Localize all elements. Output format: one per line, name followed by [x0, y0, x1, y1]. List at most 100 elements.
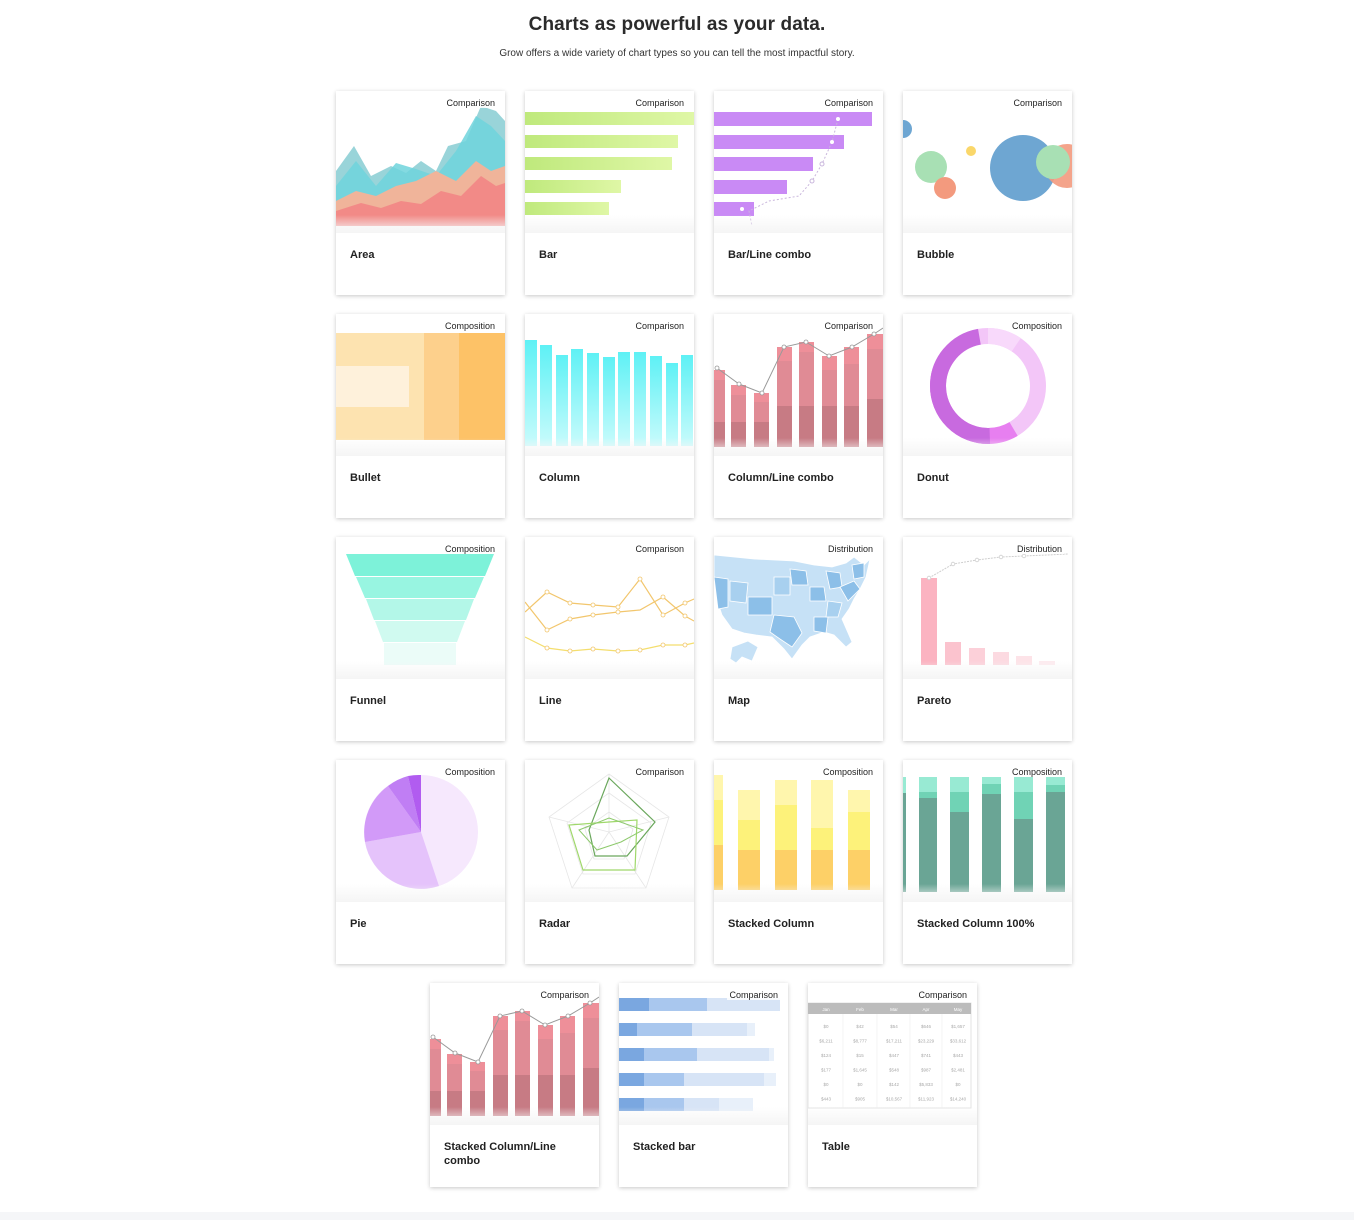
stacked-column-line-combo-chart-icon: [430, 983, 599, 1125]
table-chart-icon: Jan Feb Mar Apr May $0 $42 $54 $646 $1,657 $6,211 $…: [808, 983, 977, 1125]
card-category: Comparison: [633, 767, 686, 777]
table-cell: $1,645: [853, 1068, 867, 1073]
chart-card-column[interactable]: Comparison Column: [525, 314, 694, 518]
table-cell: $646: [921, 1024, 932, 1029]
pareto-chart-icon: [903, 537, 1072, 679]
table-cell: $54: [890, 1024, 898, 1029]
footer-strip: [0, 1212, 1354, 1220]
table-cell: $987: [921, 1068, 932, 1073]
card-category: Distribution: [825, 544, 875, 554]
chart-card-table[interactable]: Jan Feb Mar Apr May $0 $42 $54 $646 $1,657 $6,211 $…: [808, 983, 977, 1187]
card-title: Funnel: [350, 695, 387, 707]
chart-card-bubble[interactable]: Comparison Bubble: [903, 91, 1072, 295]
card-title: Column/Line combo: [728, 472, 834, 484]
table-header-cell: May: [954, 1007, 963, 1012]
bar-chart-icon: [525, 91, 694, 233]
line-chart-icon: [525, 537, 694, 679]
chart-card-pareto[interactable]: Distribution Pareto: [903, 537, 1072, 741]
chart-card-funnel[interactable]: Composition Funnel: [336, 537, 505, 741]
card-category: Comparison: [1011, 98, 1064, 108]
card-title: Bar/Line combo: [728, 249, 812, 261]
table-cell: $33,612: [950, 1039, 967, 1044]
chart-card-bullet[interactable]: Composition Bullet: [336, 314, 505, 518]
chart-card-stacked-column[interactable]: Composition Stacked Column: [714, 760, 883, 964]
table-cell: $443: [821, 1097, 832, 1102]
table-header-cell: Jan: [822, 1007, 830, 1012]
card-category: Composition: [442, 544, 497, 554]
table-cell: $0: [955, 1082, 961, 1087]
card-category: Comparison: [633, 98, 686, 108]
table-header-cell: Feb: [856, 1007, 864, 1012]
table-cell: $5,833: [919, 1082, 933, 1087]
table-cell: $124: [821, 1053, 832, 1058]
map-chart-icon: [714, 537, 883, 679]
card-title: Area: [350, 249, 375, 261]
column-line-combo-chart-icon: [714, 314, 883, 456]
table-cell: $8,777: [853, 1039, 867, 1044]
chart-card-pie[interactable]: Composition Pie: [336, 760, 505, 964]
table-cell: $10,567: [886, 1097, 903, 1102]
card-category: Distribution: [1014, 544, 1064, 554]
card-title: Stacked Column: [728, 918, 815, 930]
pie-chart-icon: [336, 760, 505, 902]
chart-card-bar-line-combo[interactable]: Comparison Bar/Line combo: [714, 91, 883, 295]
table-cell: $905: [855, 1097, 866, 1102]
card-category: Composition: [1009, 767, 1064, 777]
chart-card-stacked-column-100[interactable]: Composition Stacked Column 100%: [903, 760, 1072, 964]
table-cell: $0: [823, 1082, 829, 1087]
bubble-chart-icon: [903, 91, 1072, 233]
table-cell: $443: [953, 1053, 964, 1058]
card-title: Bar: [539, 249, 558, 261]
chart-card-column-line-combo[interactable]: Comparison Column/Line combo: [714, 314, 883, 518]
table-cell: $11,923: [918, 1097, 934, 1102]
card-title: Stacked Column 100%: [917, 918, 1035, 930]
donut-chart-icon: [903, 314, 1072, 456]
chart-card-stacked-column-line-combo[interactable]: Comparison Stacked Column/Line combo: [430, 983, 599, 1187]
table-cell: $1,657: [951, 1024, 965, 1029]
chart-card-line[interactable]: Comparison Line: [525, 537, 694, 741]
card-category: Comparison: [727, 990, 780, 1000]
page-title: Charts as powerful as your data.: [528, 14, 826, 35]
chart-card-area[interactable]: Comparison Area: [336, 91, 505, 295]
table-cell: $17,211: [886, 1039, 902, 1044]
table-cell: $142: [889, 1082, 900, 1087]
area-chart-icon: [336, 91, 505, 233]
table-header-cell: Mar: [890, 1007, 898, 1012]
card-title: Radar: [539, 918, 571, 930]
card-category: Comparison: [916, 990, 969, 1000]
table-cell: $2,481: [951, 1068, 965, 1073]
table-preview: Jan Feb Mar Apr May $0 $42 $54 $646 $1,657 $6,211 $…: [808, 1002, 972, 1109]
card-title: Bubble: [917, 249, 955, 261]
chart-card-radar[interactable]: Comparison Radar: [525, 760, 694, 964]
chart-card-map[interactable]: Distribution Map: [714, 537, 883, 741]
card-title: Pie: [350, 918, 367, 930]
table-cell: $0: [823, 1024, 829, 1029]
stacked-column-chart-icon: [714, 760, 883, 902]
table-cell: $42: [856, 1024, 864, 1029]
chart-card-stacked-bar[interactable]: Comparison Stacked bar: [619, 983, 788, 1187]
card-category: Composition: [442, 321, 497, 331]
card-category: Comparison: [633, 544, 686, 554]
card-category: Comparison: [822, 321, 875, 331]
table-cell: $23,229: [918, 1039, 935, 1044]
card-title: Stacked Column/Line combo: [444, 1141, 556, 1167]
card-category: Composition: [1009, 321, 1064, 331]
chart-card-donut[interactable]: Composition Donut: [903, 314, 1072, 518]
bar-line-combo-chart-icon: [714, 91, 883, 233]
card-title: Donut: [917, 472, 949, 484]
card-category: Comparison: [444, 98, 497, 108]
page-subtitle: Grow offers a wide variety of chart type…: [499, 48, 855, 59]
radar-chart-icon: [525, 760, 694, 902]
table-cell: $548: [889, 1068, 900, 1073]
stacked-column-100-chart-icon: [903, 760, 1072, 902]
stacked-bar-chart-icon: [619, 983, 788, 1125]
chart-card-bar[interactable]: Comparison Bar: [525, 91, 694, 295]
funnel-chart-icon: [336, 537, 505, 679]
card-title: Column: [539, 472, 580, 484]
card-title: Map: [728, 695, 750, 707]
table-cell: $447: [889, 1053, 900, 1058]
table-cell: $6,211: [819, 1039, 833, 1044]
card-category: Composition: [442, 767, 497, 777]
card-category: Comparison: [822, 98, 875, 108]
card-category: Comparison: [633, 321, 686, 331]
